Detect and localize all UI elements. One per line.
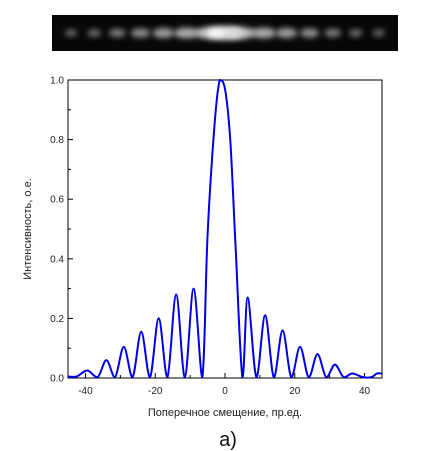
data-point [264, 315, 266, 317]
y-tick-label: 1.0 [50, 76, 64, 87]
diffraction-spot [324, 28, 341, 38]
y-tick-label: 0.6 [50, 195, 64, 206]
diffraction-spot [130, 28, 151, 38]
diffraction-spot [251, 27, 276, 39]
data-point [362, 376, 364, 378]
intensity-series-points [67, 79, 383, 378]
plot-frame [67, 79, 383, 379]
data-point [371, 376, 373, 378]
strip-spots [65, 26, 385, 40]
plot-area: -40 -20 0 20 40 0.0 0.2 0.4 0.6 0.8 1.0 [50, 76, 383, 397]
data-point [376, 373, 378, 375]
intensity-series-line [67, 79, 383, 379]
data-point [247, 297, 249, 299]
y-axis-tick-labels: 0.0 0.2 0.4 0.6 0.8 1.0 [50, 76, 64, 385]
data-point [273, 376, 275, 378]
data-point [325, 376, 327, 378]
data-point [282, 330, 284, 332]
data-point [290, 376, 292, 378]
data-point [175, 294, 177, 296]
data-point [235, 243, 237, 245]
data-point [381, 373, 383, 375]
y-tick-label: 0.0 [50, 374, 64, 385]
data-point [219, 79, 221, 81]
data-point [132, 376, 134, 378]
data-point [76, 376, 78, 378]
data-point [207, 234, 209, 236]
x-axis-tick-labels: -40 -20 0 20 40 [78, 386, 370, 397]
x-tick-label: -40 [78, 386, 93, 397]
data-point [158, 318, 160, 320]
x-tick-label: -20 [148, 386, 163, 397]
diffraction-spot [299, 28, 320, 38]
x-axis-ticks [84, 373, 366, 378]
data-point [184, 376, 186, 378]
data-point [343, 376, 345, 378]
data-point [229, 139, 231, 141]
data-point [123, 346, 125, 348]
x-tick-label: 20 [289, 386, 301, 397]
data-point [86, 370, 88, 372]
data-point [317, 353, 319, 355]
data-point [67, 376, 69, 378]
data-point [256, 376, 258, 378]
data-point [97, 376, 99, 378]
data-point [149, 376, 151, 378]
diffraction-strip [52, 15, 398, 51]
panel-label: а) [219, 429, 237, 451]
y-axis-title: Интенсивность, о.е. [22, 178, 34, 280]
diffraction-spot [225, 27, 255, 39]
data-point [140, 331, 142, 333]
diffraction-spot [348, 29, 363, 37]
diffraction-spot [109, 28, 126, 38]
y-tick-label: 0.8 [50, 135, 64, 146]
data-point [167, 376, 169, 378]
data-point [224, 88, 226, 90]
data-point [308, 376, 310, 378]
diffraction-spot [152, 28, 175, 38]
diffraction-spot [174, 27, 199, 39]
x-tick-label: 0 [222, 386, 228, 397]
diffraction-spot [65, 29, 78, 37]
data-point [193, 288, 195, 290]
data-point [202, 376, 204, 378]
data-point [334, 364, 336, 366]
y-tick-label: 0.4 [50, 254, 64, 265]
y-axis-ticks [68, 79, 73, 379]
x-tick-label: 40 [359, 386, 371, 397]
data-point [352, 373, 354, 375]
data-point [106, 359, 108, 361]
diffraction-spot [87, 29, 102, 37]
data-point [114, 376, 116, 378]
data-point [242, 376, 244, 378]
data-point [214, 124, 216, 126]
x-axis-title: Поперечное смещение, пр.ед. [148, 407, 302, 419]
y-tick-label: 0.2 [50, 314, 64, 325]
diffraction-spot [372, 29, 385, 37]
diffraction-spot [275, 28, 298, 38]
data-point [299, 346, 301, 348]
